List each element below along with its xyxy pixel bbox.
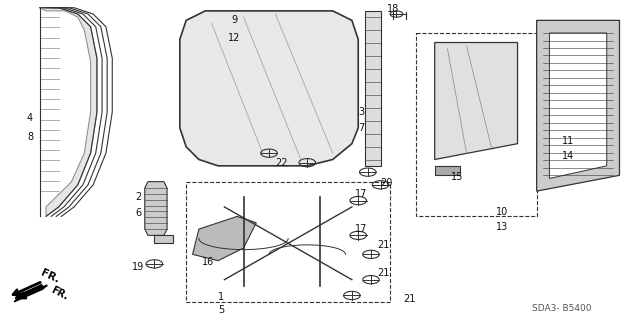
Text: 2: 2 bbox=[135, 192, 141, 203]
Text: 7: 7 bbox=[358, 123, 365, 133]
Polygon shape bbox=[40, 8, 97, 216]
Polygon shape bbox=[193, 216, 256, 261]
Text: 15: 15 bbox=[451, 172, 463, 182]
Polygon shape bbox=[435, 42, 518, 160]
Text: FR.: FR. bbox=[40, 268, 61, 286]
Text: 13: 13 bbox=[495, 222, 508, 233]
Bar bbox=[154, 235, 173, 243]
Polygon shape bbox=[14, 286, 46, 302]
Text: 17: 17 bbox=[355, 189, 367, 199]
Text: 20: 20 bbox=[381, 178, 393, 188]
Text: FR.: FR. bbox=[49, 285, 70, 301]
Polygon shape bbox=[537, 20, 620, 191]
Text: 1: 1 bbox=[218, 292, 224, 302]
Text: 6: 6 bbox=[135, 208, 141, 218]
Polygon shape bbox=[549, 33, 607, 178]
Text: 3: 3 bbox=[358, 107, 365, 117]
Text: 17: 17 bbox=[355, 224, 367, 234]
Bar bbox=[415, 33, 537, 216]
Bar bbox=[365, 11, 381, 166]
Bar bbox=[186, 182, 390, 302]
Polygon shape bbox=[145, 182, 167, 235]
Text: 22: 22 bbox=[275, 158, 288, 168]
Text: 21: 21 bbox=[403, 293, 415, 304]
Text: 12: 12 bbox=[228, 33, 240, 43]
Text: 16: 16 bbox=[202, 257, 214, 267]
Text: 19: 19 bbox=[132, 262, 145, 272]
Text: 21: 21 bbox=[378, 240, 390, 250]
Text: SDA3- B5400: SDA3- B5400 bbox=[532, 304, 592, 313]
Text: 14: 14 bbox=[563, 151, 575, 161]
Text: 5: 5 bbox=[218, 305, 225, 315]
Polygon shape bbox=[180, 11, 358, 166]
Text: 9: 9 bbox=[231, 15, 237, 26]
Text: 4: 4 bbox=[27, 113, 33, 123]
Text: 21: 21 bbox=[378, 268, 390, 278]
Bar bbox=[435, 166, 460, 175]
Text: 10: 10 bbox=[495, 207, 508, 217]
Text: 8: 8 bbox=[27, 132, 33, 142]
Text: 11: 11 bbox=[563, 136, 575, 145]
Text: 18: 18 bbox=[387, 4, 399, 14]
